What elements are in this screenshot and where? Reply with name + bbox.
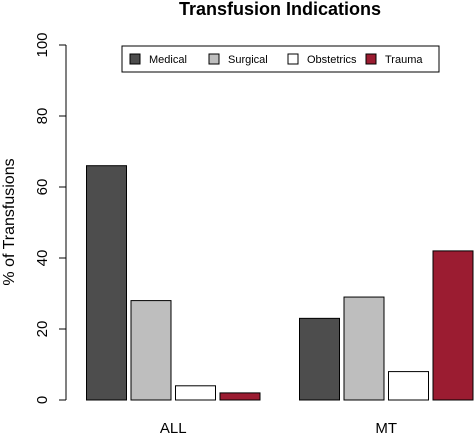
bar-obstetrics-all (175, 385, 216, 401)
chart-title: Transfusion Indications (179, 0, 381, 19)
category-labels: ALL MT (160, 420, 397, 434)
y-tick-label: 80 (34, 108, 51, 125)
legend-label-surgical: Surgical (228, 54, 268, 66)
bar-trauma-all (219, 392, 261, 401)
legend-label-medical: Medical (149, 54, 187, 66)
bars (86, 165, 474, 401)
y-tick-label: 100 (34, 32, 51, 57)
legend-swatch-obstetrics (287, 53, 299, 65)
category-label: ALL (160, 420, 187, 434)
bar-medical-mt (299, 317, 340, 401)
y-axis: 0 20 40 60 80 100 (34, 32, 67, 404)
y-tick-label: 20 (34, 321, 51, 338)
legend: Medical Surgical Obstetrics Trauma (121, 45, 440, 73)
bar-surgical-mt (343, 296, 385, 401)
legend-swatch-surgical (208, 53, 220, 65)
bar-trauma-mt (432, 250, 474, 401)
legend-swatch-trauma (365, 53, 377, 65)
y-tick-label: 60 (34, 179, 51, 196)
category-label: MT (375, 420, 397, 434)
bar-medical-all (86, 165, 127, 401)
legend-label-trauma: Trauma (385, 54, 423, 66)
y-tick-label: 40 (34, 250, 51, 267)
bar-surgical-all (130, 300, 172, 401)
bar-obstetrics-mt (388, 371, 429, 401)
y-tick-label: 0 (34, 396, 51, 404)
legend-label-obstetrics: Obstetrics (307, 54, 357, 66)
legend-swatch-medical (129, 53, 141, 65)
legend-box (121, 45, 440, 73)
y-axis-label: % of Transfusions (1, 158, 18, 285)
